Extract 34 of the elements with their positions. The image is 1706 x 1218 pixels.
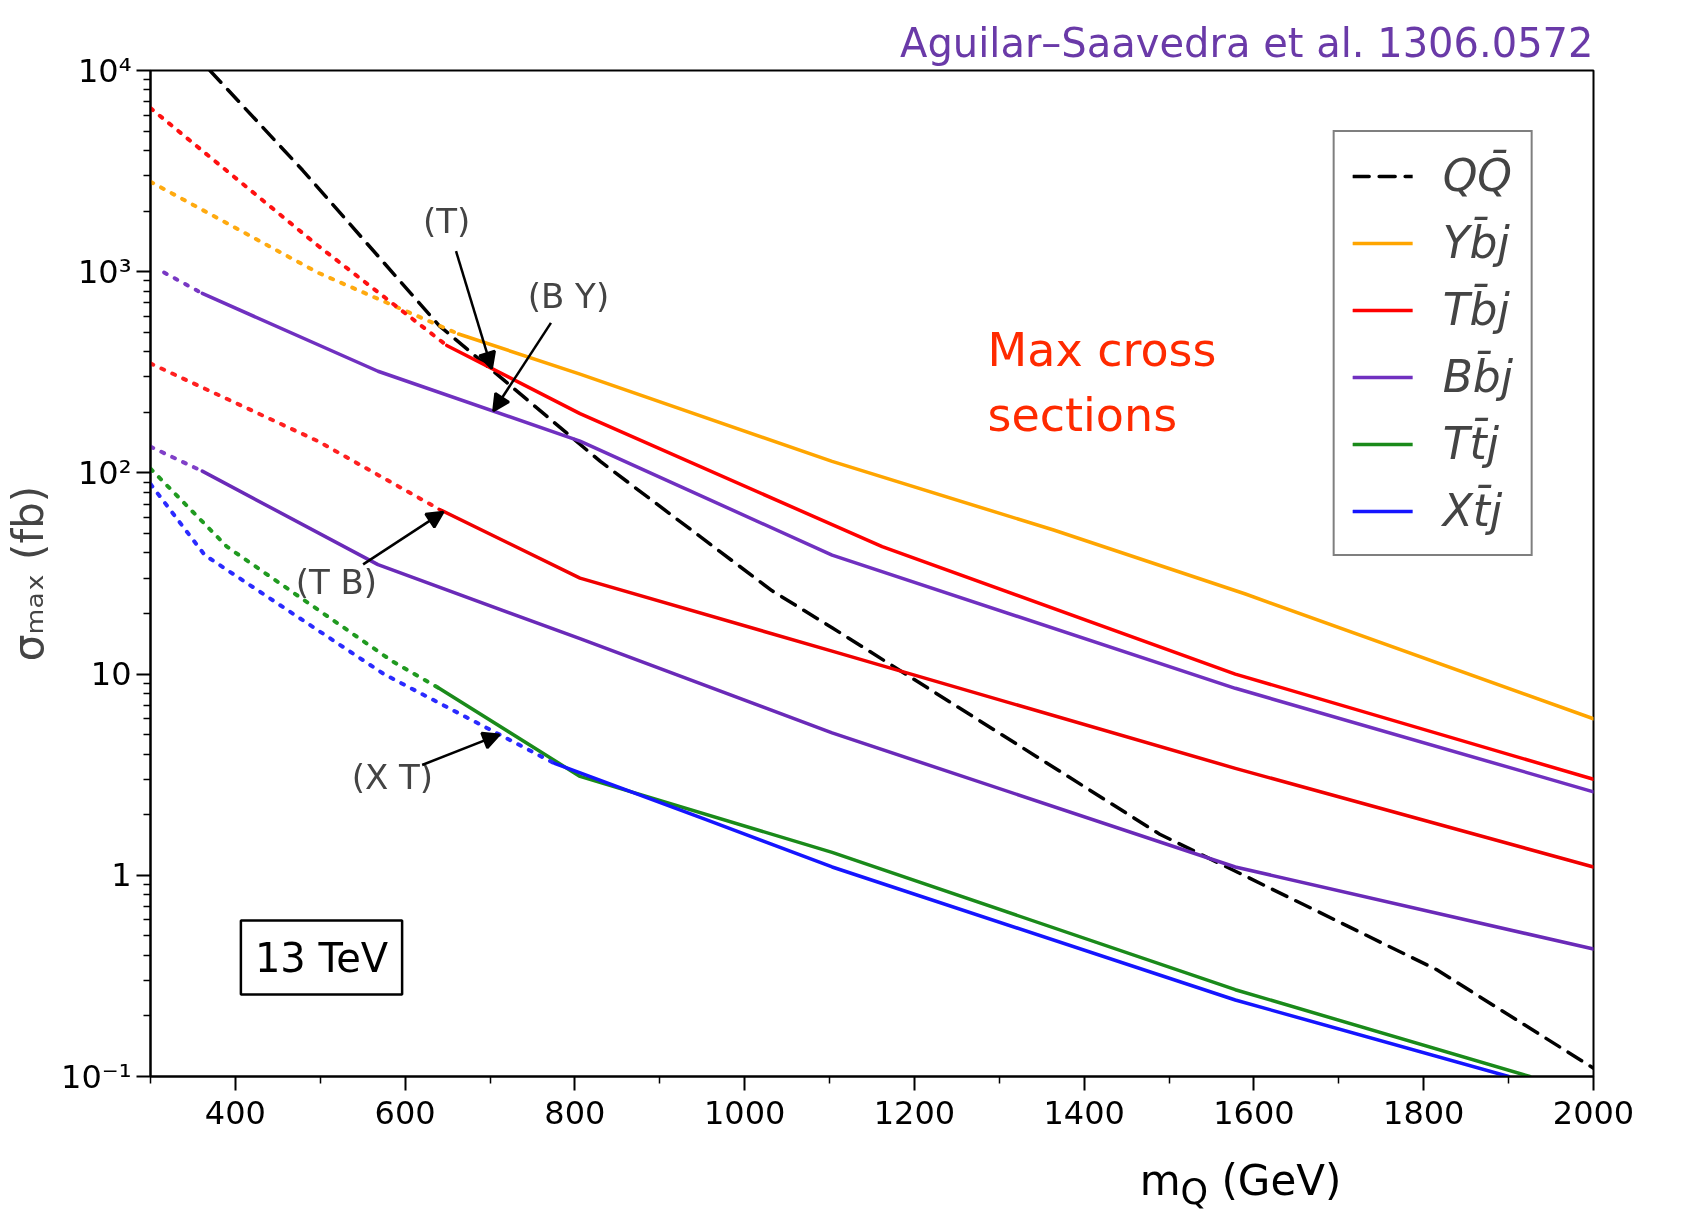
x-tick-label: 800	[544, 1093, 606, 1132]
annotation: Max cross sections	[987, 323, 1217, 442]
x-tick-label: 1800	[1383, 1093, 1465, 1132]
x-tick-label: 1000	[703, 1093, 786, 1132]
legend-label: Xt̄j	[1442, 485, 1503, 536]
y-tick-label: 10³	[77, 252, 132, 291]
annotation: (B Y)	[527, 276, 610, 317]
line-series	[150, 466, 442, 691]
line-series	[552, 761, 1511, 1077]
legend-label: Tt̄j	[1442, 418, 1500, 469]
legend-label: Tb̄j	[1442, 284, 1510, 335]
annotation: 13 TeV	[254, 934, 389, 981]
x-tick-label: 400	[204, 1093, 266, 1132]
legend-label: QQ̄	[1442, 150, 1512, 201]
annotation: (T B)	[295, 561, 378, 602]
x-axis-title: m$_{Q}$ (GeV)	[1139, 1155, 1342, 1215]
y-axis-title: σₘₐₓ (fb)	[4, 485, 54, 662]
y-tick-label: 1	[111, 856, 132, 895]
annotation: (X T)	[351, 756, 434, 797]
line-series	[456, 332, 1594, 721]
y-tick-label: 10	[90, 655, 132, 694]
y-tick-label: 10²	[77, 453, 132, 492]
y-tick-label: 10⁴	[77, 51, 132, 90]
x-tick-label: 600	[374, 1093, 436, 1132]
y-tick-label: 10⁻¹	[61, 1057, 132, 1096]
line-series	[437, 686, 1532, 1077]
legend-label: Bb̄j	[1442, 351, 1513, 402]
chart-title: Aguilar–Saavedra et al. 1306.0572	[900, 19, 1594, 66]
x-tick-label: 2000	[1552, 1093, 1635, 1132]
x-tick-label: 1400	[1043, 1093, 1125, 1132]
annotation: (T)	[423, 200, 471, 241]
x-tick-label: 1200	[873, 1093, 956, 1132]
x-tick-label: 1600	[1213, 1093, 1295, 1132]
legend-label: Yb̄j	[1442, 217, 1510, 268]
